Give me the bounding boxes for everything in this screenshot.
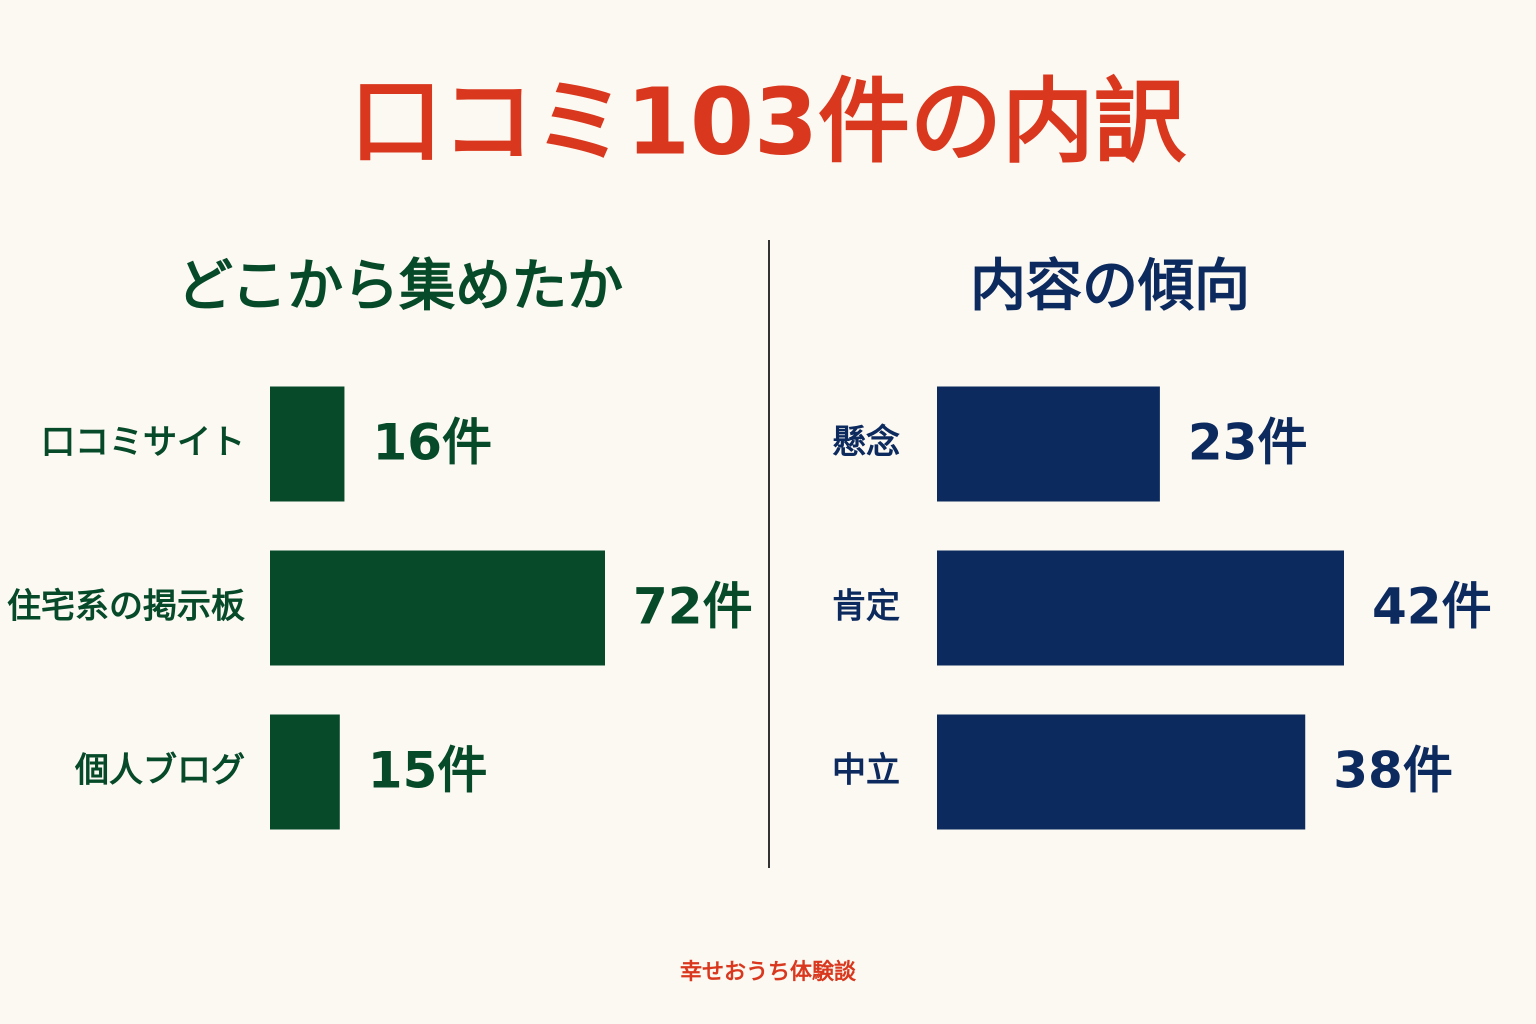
- category-label: 住宅系の掲示板: [7, 587, 245, 627]
- bar: [937, 714, 1306, 830]
- bar: [270, 386, 345, 502]
- value-label: 42件: [1372, 578, 1492, 636]
- category-label: 中立: [832, 751, 900, 791]
- bar: [937, 550, 1344, 666]
- category-label: 口コミサイト: [41, 423, 245, 463]
- chart-title: 内容の傾向: [970, 254, 1250, 319]
- value-label: 38件: [1333, 742, 1453, 800]
- category-label: 個人ブログ: [74, 751, 245, 791]
- chart-title: どこから集めたか: [177, 254, 623, 319]
- value-label: 23件: [1188, 414, 1308, 472]
- category-label: 懸念: [832, 423, 900, 463]
- bar: [270, 550, 605, 666]
- value-label: 15件: [368, 742, 488, 800]
- value-label: 72件: [633, 578, 753, 636]
- bar: [937, 386, 1160, 502]
- category-label: 肯定: [832, 587, 900, 627]
- page-title: 口コミ103件の内訳: [350, 68, 1187, 175]
- footer: 幸せおうち体験談: [680, 959, 857, 985]
- bar: [270, 714, 340, 830]
- value-label: 16件: [372, 414, 492, 472]
